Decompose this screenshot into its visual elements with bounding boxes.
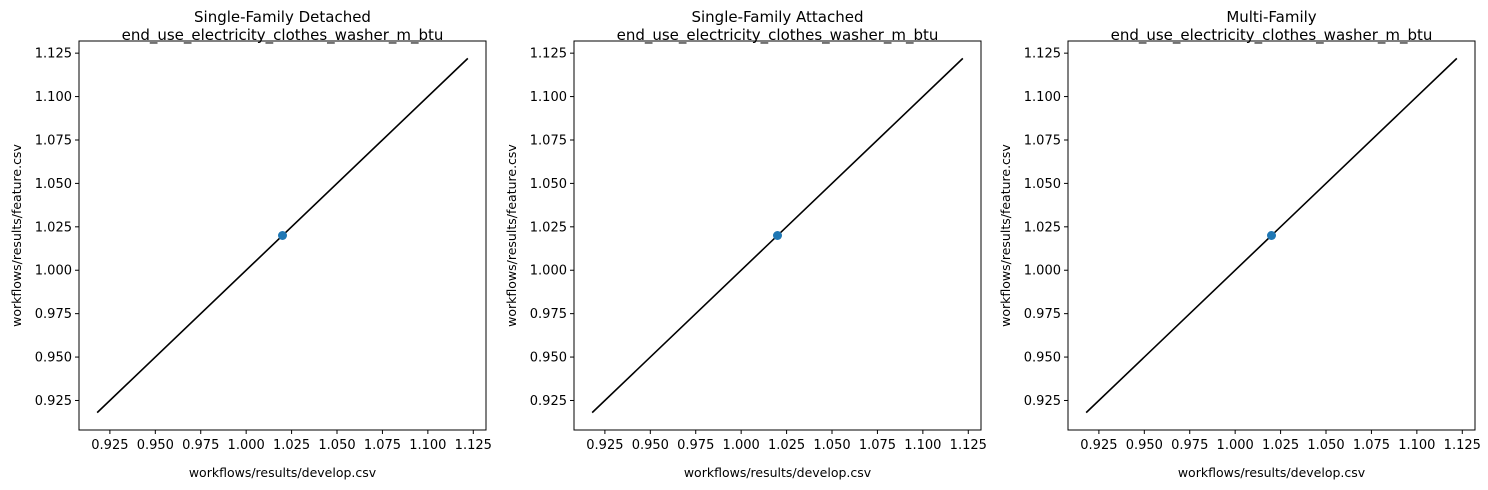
chart-subtitle: end_use_electricity_clothes_washer_m_btu (1111, 26, 1433, 45)
y-axis-label: workflows/results/feature.csv (998, 144, 1013, 327)
x-tick-label: 1.000 (228, 438, 265, 453)
y-tick-label: 0.925 (35, 394, 72, 409)
x-tick-label: 1.000 (723, 438, 760, 453)
x-tick-label: 1.025 (768, 438, 805, 453)
x-tick-label: 1.100 (409, 438, 446, 453)
x-tick-label: 1.125 (950, 438, 987, 453)
x-axis-label: workflows/results/develop.csv (189, 465, 377, 480)
y-tick-label: 1.075 (1024, 133, 1061, 148)
x-tick-label: 0.950 (137, 438, 174, 453)
x-tick-label: 0.975 (182, 438, 219, 453)
x-tick-label: 1.125 (455, 438, 492, 453)
chart-subtitle: end_use_electricity_clothes_washer_m_btu (617, 26, 939, 45)
chart-title: Multi-Family (1226, 8, 1316, 26)
x-tick-label: 0.950 (1126, 438, 1163, 453)
chart-subtitle: end_use_electricity_clothes_washer_m_btu (122, 26, 444, 45)
x-tick-label: 1.125 (1444, 438, 1481, 453)
y-tick-label: 1.000 (1024, 264, 1061, 279)
x-tick-label: 0.975 (677, 438, 714, 453)
x-axis-label: workflows/results/develop.csv (684, 465, 872, 480)
y-tick-label: 1.125 (1024, 47, 1061, 62)
y-tick-label: 1.050 (530, 177, 567, 192)
y-tick-label: 1.125 (35, 47, 72, 62)
y-tick-label: 0.975 (1024, 307, 1061, 322)
x-tick-label: 1.025 (1262, 438, 1299, 453)
y-tick-label: 1.025 (530, 220, 567, 235)
y-tick-label: 0.925 (1024, 394, 1061, 409)
x-tick-label: 1.100 (904, 438, 941, 453)
y-tick-label: 1.050 (1024, 177, 1061, 192)
y-tick-label: 1.075 (530, 133, 567, 148)
x-tick-label: 1.000 (1217, 438, 1254, 453)
axes-frame (573, 40, 982, 431)
x-tick-label: 1.100 (1398, 438, 1435, 453)
x-tick-label: 1.075 (364, 438, 401, 453)
x-axis-label: workflows/results/develop.csv (1178, 465, 1366, 480)
x-tick-label: 0.925 (91, 438, 128, 453)
y-axis-label: workflows/results/feature.csv (9, 144, 24, 327)
y-axis-label: workflows/results/feature.csv (504, 144, 519, 327)
data-point-1 (773, 231, 782, 240)
data-point-1 (1267, 231, 1276, 240)
y-tick-label: 0.925 (530, 394, 567, 409)
chart-title: Single-Family Detached (194, 8, 371, 26)
y-tick-label: 1.025 (1024, 220, 1061, 235)
y-tick-label: 0.950 (530, 351, 567, 366)
axes-frame (1067, 40, 1476, 431)
y-tick-label: 1.075 (35, 133, 72, 148)
chart-title: Single-Family Attached (691, 8, 863, 26)
y-tick-label: 1.000 (530, 264, 567, 279)
x-tick-label: 1.075 (859, 438, 896, 453)
y-tick-label: 1.100 (1024, 90, 1061, 105)
subplot-3: Multi-Familyend_use_electricity_clothes_… (998, 8, 1481, 480)
x-tick-label: 1.050 (318, 438, 355, 453)
y-tick-label: 0.975 (530, 307, 567, 322)
x-tick-label: 1.050 (1307, 438, 1344, 453)
axes-frame (78, 40, 487, 431)
x-tick-label: 0.950 (632, 438, 669, 453)
y-tick-label: 1.000 (35, 264, 72, 279)
x-tick-label: 1.075 (1353, 438, 1390, 453)
y-tick-label: 0.950 (1024, 351, 1061, 366)
y-tick-label: 0.975 (35, 307, 72, 322)
data-point-1 (278, 231, 287, 240)
y-tick-label: 1.100 (35, 90, 72, 105)
x-tick-label: 0.925 (586, 438, 623, 453)
y-tick-label: 1.050 (35, 177, 72, 192)
y-tick-label: 1.100 (530, 90, 567, 105)
x-tick-label: 0.975 (1171, 438, 1208, 453)
subplot-2: Single-Family Attachedend_use_electricit… (504, 8, 987, 480)
y-tick-label: 1.125 (530, 47, 567, 62)
x-tick-label: 1.050 (813, 438, 850, 453)
x-tick-label: 0.925 (1080, 438, 1117, 453)
y-tick-label: 1.025 (35, 220, 72, 235)
y-tick-label: 0.950 (35, 351, 72, 366)
subplot-1: Single-Family Detachedend_use_electricit… (9, 8, 492, 480)
x-tick-label: 1.025 (273, 438, 310, 453)
